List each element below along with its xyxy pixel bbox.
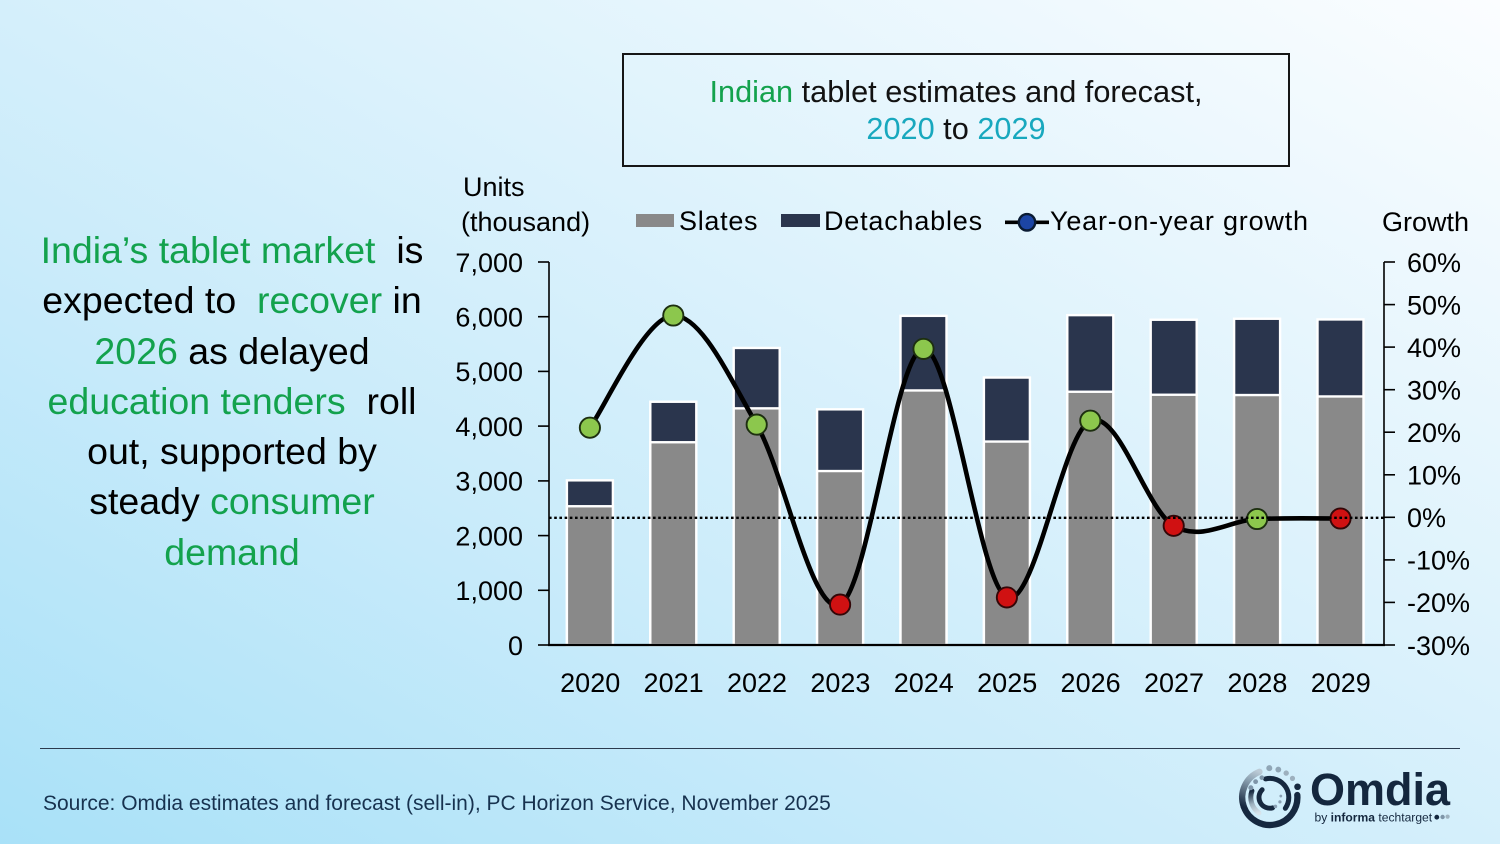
svg-text:50%: 50% (1407, 290, 1461, 320)
svg-text:6,000: 6,000 (455, 303, 523, 333)
svg-text:2029: 2029 (1311, 668, 1371, 698)
svg-text:(thousand): (thousand) (461, 207, 590, 237)
svg-text:by informa techtarget: by informa techtarget (1315, 811, 1433, 825)
svg-text:2,000: 2,000 (455, 521, 523, 551)
svg-text:-10%: -10% (1407, 546, 1470, 576)
svg-text:7,000: 7,000 (455, 248, 523, 278)
svg-text:40%: 40% (1407, 333, 1461, 363)
svg-text:0: 0 (508, 631, 523, 661)
svg-text:2027: 2027 (1144, 668, 1204, 698)
svg-text:2028: 2028 (1227, 668, 1287, 698)
svg-text:Omdia: Omdia (1310, 764, 1451, 815)
svg-text:Year-on-year growth: Year-on-year growth (1050, 206, 1309, 236)
svg-text:Slates: Slates (679, 206, 758, 236)
svg-text:2024: 2024 (894, 668, 954, 698)
svg-text:10%: 10% (1407, 461, 1461, 491)
svg-text:5,000: 5,000 (455, 357, 523, 387)
svg-text:30%: 30% (1407, 376, 1461, 406)
svg-text:2020: 2020 (560, 668, 620, 698)
svg-text:Detachables: Detachables (824, 206, 983, 236)
svg-text:2025: 2025 (977, 668, 1037, 698)
svg-text:2022: 2022 (727, 668, 787, 698)
svg-text:2023: 2023 (810, 668, 870, 698)
svg-text:3,000: 3,000 (455, 467, 523, 497)
svg-text:1,000: 1,000 (455, 576, 523, 606)
svg-text:2021: 2021 (644, 668, 704, 698)
svg-text:2026: 2026 (1061, 668, 1121, 698)
svg-text:4,000: 4,000 (455, 412, 523, 442)
svg-text:0%: 0% (1407, 503, 1446, 533)
svg-text:Units: Units (463, 172, 525, 202)
svg-text:-30%: -30% (1407, 631, 1470, 661)
svg-text:60%: 60% (1407, 248, 1461, 278)
svg-text:-20%: -20% (1407, 588, 1470, 618)
svg-text:Growth: Growth (1382, 207, 1469, 237)
svg-text:20%: 20% (1407, 418, 1461, 448)
